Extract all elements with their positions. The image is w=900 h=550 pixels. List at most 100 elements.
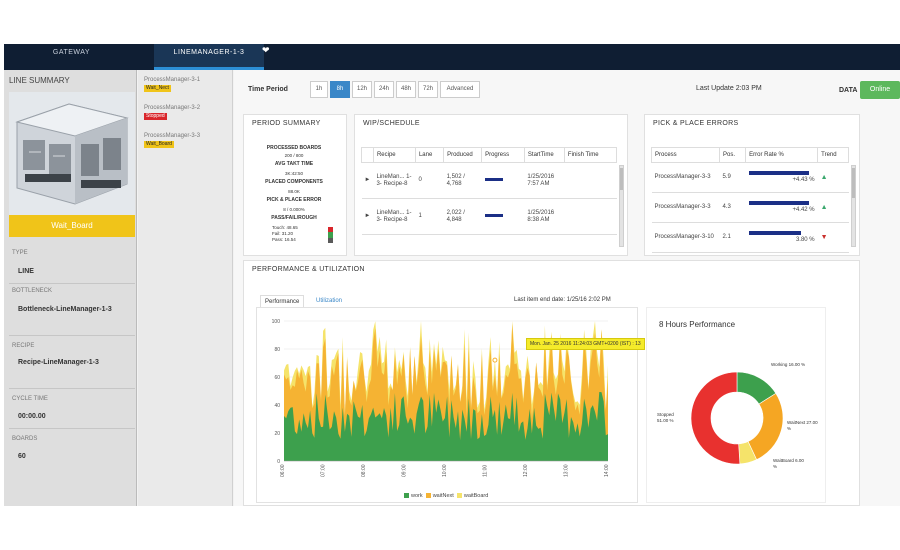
trend-up-icon: ▲ (817, 162, 849, 193)
table-row[interactable]: ► LineMan... 1-3- Recipe-8 0 1,502 / 4,7… (361, 162, 617, 199)
column-header[interactable]: Lane (414, 147, 445, 163)
status-badge: Wait_Board (144, 141, 174, 148)
divider (9, 388, 135, 389)
period-1h-button[interactable]: 1h (310, 81, 328, 98)
period-12h-button[interactable]: 12h (352, 81, 372, 98)
table-row[interactable]: ProcessManager-3-3 4.3 +4.42 % ▲ (651, 192, 849, 223)
performance-utilization-panel: PERFORMANCE & UTILIZATION Performance Ut… (243, 260, 860, 506)
panel-title: PERFORMANCE & UTILIZATION (252, 266, 365, 273)
period-8h-button[interactable]: 8h (330, 81, 350, 98)
period-advanced-button[interactable]: Advanced (440, 81, 480, 98)
type-label: TYPE (12, 250, 28, 256)
table-header-row: Process Pos. Error Rate % Trend (651, 147, 849, 163)
y-tick-label: 0 (277, 459, 280, 465)
list-item[interactable]: ProcessManager-3-1 Wait_Nect (144, 76, 200, 92)
x-tick-label: 08:00 (361, 464, 367, 477)
line-summary-sidebar: LINE SUMMARY Wait_Board TYPE LINE BOTTLE… (4, 70, 137, 506)
recipe-cell: LineMan... 1-3- Recipe-8 (373, 162, 416, 199)
error-rate-text: +4.43 % (792, 177, 815, 183)
error-rate-text: 3.80 % (795, 237, 815, 243)
favorite-heart-icon[interactable]: ❤ (262, 45, 270, 55)
summary-label: PLACED COMPONENTS (265, 179, 323, 185)
wip-table: Recipe Lane Produced Progress StartTime … (361, 147, 618, 235)
x-tick-label: 11:00 (483, 465, 489, 477)
progress-bar (484, 178, 503, 181)
table-row[interactable]: ProcessManager-3-10 2.1 3.80 % ▼ (651, 222, 849, 253)
period-24h-button[interactable]: 24h (374, 81, 394, 98)
fail-stat: Fail: 31.20 (272, 231, 294, 236)
x-tick-label: 13:00 (564, 464, 570, 477)
process-manager-name: ProcessManager-3-2 (144, 105, 201, 111)
table-header-row: Recipe Lane Produced Progress StartTime … (361, 147, 618, 163)
column-header[interactable]: Error Rate % (745, 147, 819, 163)
column-header[interactable]: StartTime (523, 147, 565, 163)
type-value: LINE (18, 268, 34, 275)
summary-value: 88.0K (288, 189, 300, 194)
chart-area-series (284, 392, 608, 461)
x-tick-label: 06:00 (280, 464, 286, 477)
chart-legend: work waitNext waitBoard (404, 493, 488, 499)
y-tick-label: 40 (274, 403, 280, 409)
produced-cell: 1,502 / 4,768 (443, 162, 482, 199)
chart-hover-point (492, 357, 498, 363)
error-rate-cell: +4.43 % (745, 162, 818, 193)
status-badge: Wait_Nect (144, 85, 171, 92)
tab-gateway[interactable]: GATEWAY (52, 49, 91, 56)
wip-scrollbar[interactable] (619, 165, 624, 247)
summary-label: PROCESSED BOARDS (266, 145, 322, 151)
start-time-cell: 1/25/2016 8:38 AM (524, 198, 565, 235)
online-button[interactable]: Online (860, 81, 900, 99)
period-48h-button[interactable]: 48h (396, 81, 416, 98)
legend-swatch (456, 493, 462, 499)
donut-title: 8 Hours Performance (659, 320, 736, 329)
y-tick-label: 80 (274, 347, 280, 353)
column-header[interactable]: Process (651, 147, 720, 163)
boards-value: 60 (18, 453, 26, 460)
process-manager-name: ProcessManager-3-3 (144, 133, 201, 139)
donut-slice-stopped (690, 371, 741, 465)
list-item[interactable]: ProcessManager-3-3 Wait_Board (144, 132, 200, 148)
performance-area-chart: 0 20 40 60 80 100 06:00 07:00 08:00 09:00 10:00 11:… (272, 319, 610, 477)
period-72h-button[interactable]: 72h (418, 81, 438, 98)
error-rate-text: +4.42 % (792, 207, 815, 213)
summary-value: 8 / 0.000% (283, 207, 305, 212)
pass-fail-bar (328, 227, 333, 243)
error-rate-bar (748, 231, 801, 235)
expand-arrow-icon[interactable]: ► (361, 198, 374, 235)
list-item[interactable]: ProcessManager-3-2 Stopped (144, 104, 200, 120)
last-item-text: Last item end date: 1/25/16 2:02 PM (514, 297, 611, 303)
main-dashboard: Time Period 1h 8h 12h 24h 48h 72h Advanc… (234, 70, 900, 506)
x-tick-label: 14:00 (604, 464, 610, 477)
error-scrollbar[interactable] (851, 165, 856, 247)
donut-label-working: Working 16.00 % (771, 362, 806, 367)
expand-arrow-icon[interactable]: ► (361, 162, 374, 199)
sidebar-title: LINE SUMMARY (9, 76, 70, 85)
pass-fail-stats: Touch: 48.65 Fail: 31.20 Pass: 16.54 (272, 225, 298, 243)
tab-utilization[interactable]: Utilization (316, 298, 343, 304)
column-header[interactable]: Pos. (718, 147, 747, 163)
column-header[interactable]: Progress (481, 147, 525, 163)
summary-value: 200 / 800 (284, 153, 304, 158)
table-row[interactable]: ProcessManager-3-3 5.9 +4.43 % ▲ (651, 162, 849, 193)
finish-time-cell (564, 162, 617, 199)
column-header[interactable]: Recipe (372, 147, 416, 163)
summary-label: PICK & PLACE ERROR (266, 197, 322, 203)
divider (9, 283, 135, 284)
bottleneck-value: Bottleneck-LineManager-1-3 (18, 306, 112, 313)
progress-cell (481, 162, 525, 199)
panel-title: PERIOD SUMMARY (252, 120, 321, 127)
table-row[interactable]: ► LineMan... 1-3- Recipe-8 1 2,022 / 4,8… (361, 198, 617, 235)
progress-bar (484, 214, 503, 217)
column-header[interactable]: Produced (443, 147, 483, 163)
tab-performance[interactable]: Performance (260, 295, 305, 307)
legend-swatch (425, 493, 431, 499)
column-header[interactable]: Trend (817, 147, 849, 163)
finish-time-cell (564, 198, 617, 235)
trend-down-icon: ▼ (817, 222, 849, 253)
tab-linemanager[interactable]: LINEMANAGER-1-3 (154, 44, 264, 70)
top-nav: GATEWAY LINEMANAGER-1-3 ❤ (4, 44, 900, 70)
start-time-cell: 1/25/2016 7:57 AM (524, 162, 565, 199)
column-header[interactable]: Finish Time (563, 147, 618, 163)
chart-area-series (284, 323, 608, 461)
produced-cell: 2,022 / 4,848 (443, 198, 482, 235)
